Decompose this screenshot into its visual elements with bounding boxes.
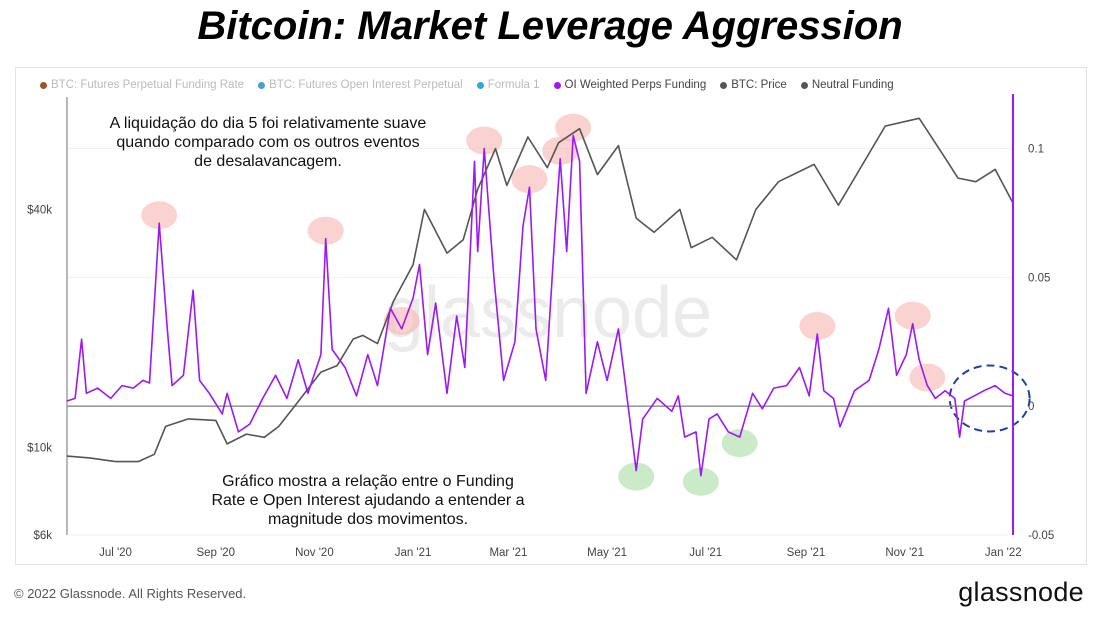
peak-highlight — [909, 363, 946, 392]
y-left-tick-label: $40k — [27, 204, 52, 216]
x-tick-label: Jul '20 — [99, 547, 132, 559]
legend-item[interactable]: Formula 1 — [476, 79, 540, 91]
legend-label: BTC: Futures Perpetual Funding Rate — [51, 79, 245, 91]
annotation-line: A liquidação do dia 5 foi relativamente … — [110, 115, 427, 132]
legend-label: BTC: Price — [731, 79, 787, 91]
x-tick-label: May '21 — [587, 547, 627, 559]
annotation-line: magnitude dos movimentos. — [268, 511, 468, 528]
legend-item[interactable]: OI Weighted Perps Funding — [553, 79, 707, 91]
y-right-tick-label: -0.05 — [1028, 530, 1054, 542]
y-left-tick-label: $6k — [33, 530, 52, 542]
legend-dot — [800, 81, 808, 89]
legend-dot — [258, 81, 266, 89]
legend-label: Neutral Funding — [811, 79, 894, 91]
x-tick-label: Jan '22 — [985, 547, 1022, 559]
peak-highlight — [799, 312, 836, 341]
oi-weighted-funding-line — [66, 134, 1014, 477]
legend-dot — [476, 81, 484, 89]
brand-logo: glassnode — [958, 577, 1084, 607]
peak-highlight — [466, 126, 503, 155]
legend-item[interactable]: BTC: Futures Perpetual Funding Rate — [40, 79, 244, 91]
y-left-tick-label: $10k — [27, 442, 52, 454]
x-tick-label: Mar '21 — [489, 547, 527, 559]
annotation-line: Gráfico mostra a relação entre o Funding — [222, 473, 514, 490]
trough-highlight — [682, 467, 719, 496]
copyright-footer: © 2022 Glassnode. All Rights Reserved. — [14, 586, 247, 601]
legend-label: Formula 1 — [487, 79, 540, 91]
dashed-highlight-circle — [948, 364, 1031, 433]
chart-title: Bitcoin: Market Leverage Aggression — [197, 4, 903, 48]
legend-dot — [40, 81, 47, 89]
peak-highlight — [307, 216, 344, 245]
chart-legend: BTC: Futures Perpetual Funding Rate BTC: … — [40, 79, 894, 91]
x-tick-label: Jul '21 — [689, 547, 722, 559]
y-right-tick-label: 0.1 — [1028, 144, 1044, 156]
legend-label: OI Weighted Perps Funding — [564, 79, 707, 91]
annotation-line: quando comparado com os outros eventos — [116, 134, 419, 151]
legend-item[interactable]: BTC: Price — [720, 79, 787, 91]
trough-highlight — [618, 462, 655, 491]
annotation-line: Rate e Open Interest ajudando a entender… — [211, 492, 524, 509]
legend-dot — [720, 81, 728, 89]
x-tick-label: Sep '20 — [196, 547, 235, 559]
btc-price-line — [66, 117, 1014, 463]
trough-highlight — [721, 429, 758, 458]
x-tick-label: Sep '21 — [787, 547, 826, 559]
peak-highlight — [511, 165, 548, 194]
x-tick-label: Nov '20 — [295, 547, 334, 559]
legend-item[interactable]: BTC: Futures Open Interest Perpetual — [258, 79, 463, 91]
annotation-line: de desalavancagem. — [194, 153, 342, 170]
peak-highlight — [894, 301, 931, 330]
y-right-tick-label: 0 — [1028, 401, 1034, 413]
legend-dot — [553, 81, 561, 89]
x-tick-label: Nov '21 — [885, 547, 924, 559]
legend-label: BTC: Futures Open Interest Perpetual — [269, 79, 463, 91]
chart-frame — [15, 67, 1087, 565]
y-right-tick-label: 0.05 — [1028, 272, 1050, 284]
x-tick-label: Jan '21 — [395, 547, 432, 559]
peak-highlight — [141, 201, 178, 230]
legend-item[interactable]: Neutral Funding — [800, 79, 894, 91]
